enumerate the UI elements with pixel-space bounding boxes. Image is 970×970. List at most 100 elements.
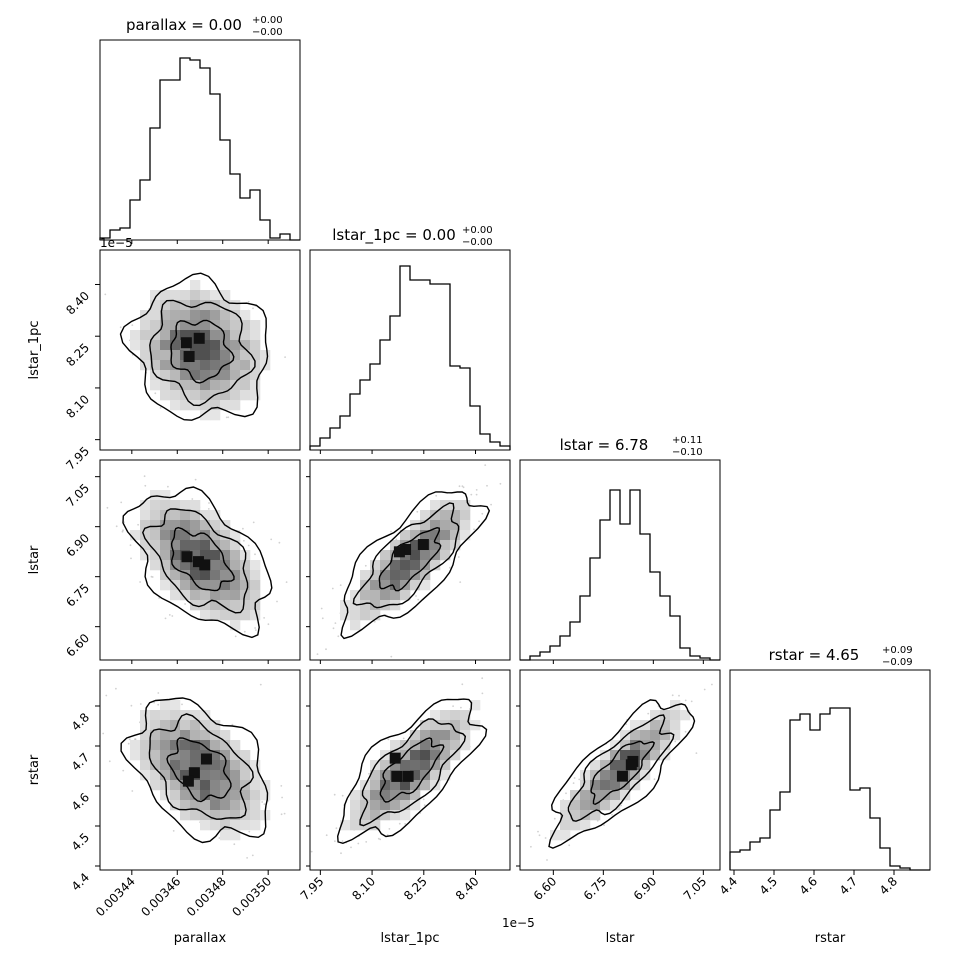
density-cell <box>670 710 681 721</box>
histogram-step-parallax <box>99 57 300 241</box>
scatter-point <box>115 525 118 528</box>
density-cell <box>130 330 141 341</box>
density-cell <box>140 720 151 731</box>
density-cell <box>170 320 181 331</box>
density-cell <box>140 340 151 351</box>
density-cell <box>350 610 361 621</box>
scatter-point <box>478 520 480 523</box>
contour-level-2 <box>352 502 460 609</box>
density-cell <box>200 590 211 601</box>
density-cell <box>650 750 661 761</box>
scatter-point <box>270 538 273 541</box>
density-cell <box>600 760 611 771</box>
density-cell <box>410 730 421 741</box>
density-cell <box>380 780 391 791</box>
density-cell <box>190 370 201 381</box>
density-cell <box>160 300 171 311</box>
scatter-point <box>484 464 487 466</box>
density-cell <box>170 390 181 401</box>
scatter-point <box>280 785 283 787</box>
x-tick-label: 0.00344 <box>93 874 138 919</box>
density-cell <box>230 580 241 591</box>
density-cell <box>430 510 441 521</box>
scatter-point <box>157 703 160 706</box>
scatter-point <box>105 694 108 697</box>
density-cell <box>210 820 221 831</box>
density-cell <box>400 790 411 801</box>
density-cell <box>350 800 361 811</box>
scatter-point <box>537 830 539 833</box>
density-cell <box>390 760 401 771</box>
density-cell <box>630 720 641 731</box>
density-cell <box>170 360 181 371</box>
density-cell <box>170 790 181 801</box>
density-cell <box>250 390 261 401</box>
scatter-point <box>263 617 265 619</box>
density-cell <box>440 770 451 781</box>
density-cell <box>180 770 191 781</box>
density-cell <box>210 520 221 531</box>
density-cell <box>230 400 241 411</box>
scatter-point <box>153 701 156 704</box>
density-cell <box>640 720 651 731</box>
density-cell <box>170 720 181 731</box>
density-peak <box>391 770 403 782</box>
scatter-point <box>157 692 160 694</box>
density-cell <box>650 730 661 741</box>
density-cell <box>590 800 601 811</box>
density-cell <box>200 800 211 811</box>
scatter-point <box>102 732 105 735</box>
contour-level-2 <box>359 718 467 827</box>
scatter-point <box>115 687 117 690</box>
density-cell <box>670 730 681 741</box>
density-cell <box>130 750 141 761</box>
density-cell <box>190 740 201 751</box>
density-cell <box>200 340 211 351</box>
density-cell <box>590 760 601 771</box>
scatter-point <box>283 812 286 815</box>
density-cell <box>210 380 221 391</box>
histogram-title-sup: +0.09 <box>882 645 913 656</box>
density-cell <box>640 740 651 751</box>
scatter-point <box>470 493 473 496</box>
density-cell <box>190 750 201 761</box>
density-cells <box>130 700 271 841</box>
density-cell <box>210 560 221 571</box>
density-cell <box>200 390 211 401</box>
density-cell <box>180 520 191 531</box>
scatter-point <box>417 598 420 601</box>
density-cell <box>440 730 451 741</box>
density-peak <box>625 759 637 771</box>
scatter-point <box>684 699 687 702</box>
density-cell <box>450 530 461 541</box>
density-cell <box>250 610 261 621</box>
density-cell <box>430 770 441 781</box>
density-cell <box>220 310 231 321</box>
scatter-point <box>527 665 529 667</box>
scatter-point <box>121 530 124 533</box>
density-cell <box>230 560 241 571</box>
density-cell <box>160 750 171 761</box>
density-cell <box>220 320 231 331</box>
density-cell <box>400 810 411 821</box>
histogram-title-text: lstar_1pc = 0.00 <box>332 226 456 245</box>
density-cell <box>230 380 241 391</box>
density-cell <box>370 790 381 801</box>
density-cell <box>160 500 171 511</box>
density-cell <box>430 760 441 771</box>
panel-content <box>310 665 529 884</box>
density-cell <box>210 790 221 801</box>
density-cell <box>240 350 251 361</box>
density-cell <box>360 790 371 801</box>
density-cell <box>360 570 371 581</box>
scatter-point <box>184 603 187 605</box>
scatter-point <box>334 882 336 884</box>
density-cell <box>140 760 151 771</box>
density-cell <box>180 760 191 771</box>
panel-lstar-vs-lstar_1pc <box>309 459 511 661</box>
density-cell <box>630 730 641 741</box>
density-cell <box>370 600 381 611</box>
density-cell <box>240 330 251 341</box>
scatter-point <box>129 544 132 547</box>
density-cell <box>170 740 181 751</box>
